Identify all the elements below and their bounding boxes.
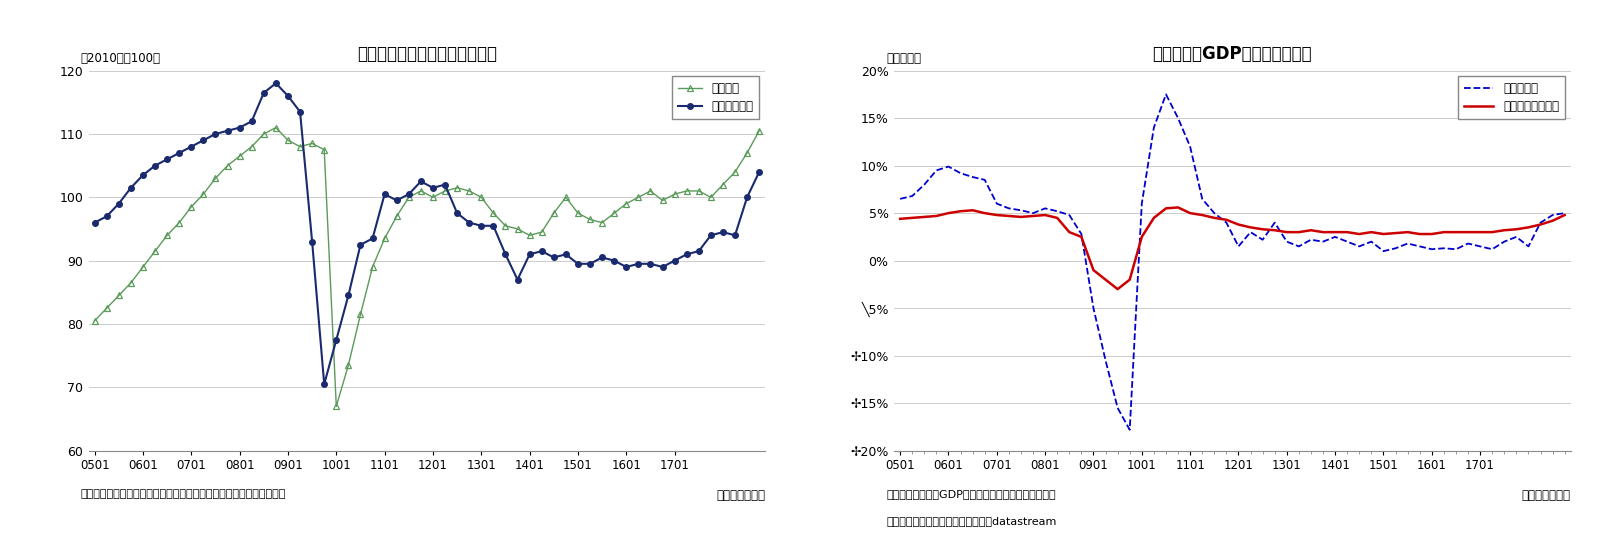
- 輸出数量指数: [85, 219, 105, 226]
- 世界の実質ＧＤＰ: [1555, 212, 1574, 218]
- 輸出数量指数: [314, 381, 333, 388]
- 世界の実質ＧＤＰ: [1423, 231, 1442, 237]
- 輸出数量指数: [520, 251, 540, 257]
- 世界の実質ＧＤＰ: [1168, 204, 1187, 211]
- 世界の実質ＧＤＰ: [1144, 214, 1163, 221]
- 実質輸出: [266, 124, 285, 131]
- 実質輸出: [85, 318, 105, 324]
- Text: （2010年＝100）: （2010年＝100）: [81, 52, 161, 65]
- 世界の実質ＧＤＰ: [902, 214, 921, 221]
- 輸出数量指数: [483, 223, 503, 229]
- 輸出数量指数: [97, 213, 116, 219]
- 輸出数量指数: [749, 169, 768, 175]
- 世界の実質ＧＤＰ: [1108, 286, 1128, 292]
- 世界の実質ＧＤＰ: [1350, 231, 1369, 237]
- 実質輸出: [617, 200, 636, 207]
- 実質輸出: [327, 403, 346, 409]
- 世界貿易量: [1289, 243, 1308, 250]
- Text: （年・四半期）: （年・四半期）: [1522, 489, 1571, 502]
- 世界の実質ＧＤＰ: [1326, 229, 1345, 236]
- 世界貿易量: [902, 193, 921, 199]
- 実質輸出: [97, 305, 116, 311]
- 実質輸出: [749, 128, 768, 134]
- Text: （注）実質輸出は日本銀行、輸出数量指数は内閣府による季節調整値: （注）実質輸出は日本銀行、輸出数量指数は内閣府による季節調整値: [81, 489, 285, 498]
- 世界貿易量: [1423, 246, 1442, 252]
- 実質輸出: [520, 232, 540, 238]
- Legend: 実質輸出, 輸出数量指数: 実質輸出, 輸出数量指数: [672, 77, 759, 119]
- 輸出数量指数: [617, 264, 636, 270]
- Line: 世界の実質ＧＤＰ: 世界の実質ＧＤＰ: [901, 207, 1564, 289]
- 世界貿易量: [1157, 91, 1176, 98]
- Line: 実質輸出: 実質輸出: [92, 125, 762, 409]
- 実質輸出: [545, 210, 564, 216]
- Title: 実質輸出、輸出数量指数の推移: 実質輸出、輸出数量指数の推移: [358, 46, 496, 64]
- Legend: 世界貿易量, 世界の実質ＧＤＰ: 世界貿易量, 世界の実質ＧＤＰ: [1458, 77, 1564, 119]
- 輸出数量指数: [266, 80, 285, 86]
- Text: （注）世界の実質GDPはニッセイ基礎研究所の試算値: （注）世界の実質GDPはニッセイ基礎研究所の試算値: [886, 489, 1055, 498]
- Text: （年・四半期）: （年・四半期）: [717, 489, 765, 502]
- Text: （出所）オランダ経済政策分析局、datastream: （出所）オランダ経済政策分析局、datastream: [886, 516, 1057, 526]
- Line: 世界貿易量: 世界貿易量: [901, 94, 1564, 430]
- 世界貿易量: [1350, 243, 1369, 250]
- 世界貿易量: [1120, 427, 1139, 433]
- 世界の実質ＧＤＰ: [891, 216, 910, 222]
- 実質輸出: [351, 311, 371, 318]
- Title: 世界の実質GDPと貿易量の関係: 世界の実質GDPと貿易量の関係: [1152, 46, 1313, 64]
- 輸出数量指数: [545, 254, 564, 261]
- 世界貿易量: [1326, 233, 1345, 240]
- 輸出数量指数: [351, 242, 371, 248]
- Text: （前年比）: （前年比）: [886, 52, 921, 65]
- Line: 輸出数量指数: 輸出数量指数: [92, 80, 762, 387]
- 実質輸出: [483, 210, 503, 216]
- 世界貿易量: [1555, 210, 1574, 216]
- 世界の実質ＧＤＰ: [1289, 229, 1308, 236]
- 世界貿易量: [891, 195, 910, 202]
- 世界貿易量: [1144, 124, 1163, 131]
